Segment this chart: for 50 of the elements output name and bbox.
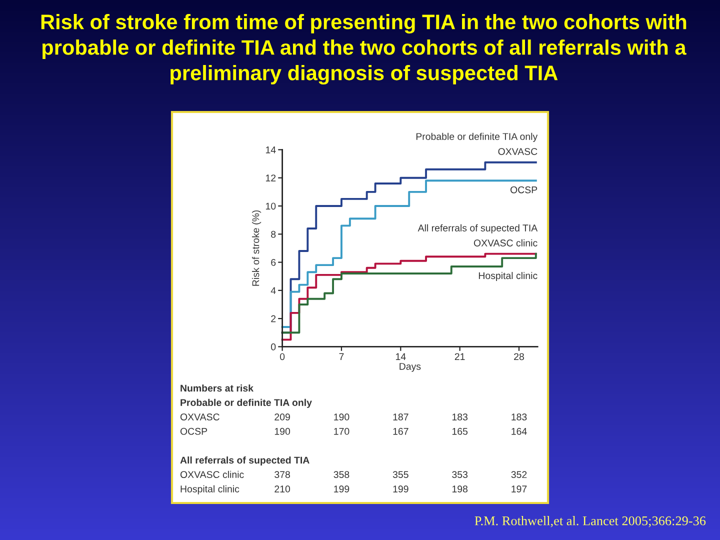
text: 352 <box>511 471 527 478</box>
text: 187 <box>393 414 408 420</box>
y-tick-label: 10 <box>266 202 276 210</box>
annotation: All referrals of supected TIA <box>418 224 538 234</box>
series-label: OXVASC <box>498 148 538 155</box>
y-tick-label: 14 <box>266 146 276 154</box>
text: OCSP <box>180 428 208 435</box>
text: 199 <box>334 486 350 492</box>
text: All referrals of supected TIA <box>180 456 310 466</box>
y-axis-title: Risk of stroke (%) <box>252 210 262 286</box>
y-tick-label: 8 <box>271 230 276 238</box>
y-tick-label: 6 <box>271 259 276 266</box>
text: 190 <box>334 414 350 420</box>
text: 378 <box>274 471 290 478</box>
text: 197 <box>512 486 527 492</box>
y-tick-label: 4 <box>270 287 276 294</box>
text: 183 <box>452 414 468 420</box>
text: Numbers at risk <box>180 384 254 392</box>
y-tick-label: 12 <box>266 174 276 182</box>
text: P.M. Rothwell,et al. Lancet 2005;366:29-36 <box>474 516 706 528</box>
text: 164 <box>512 428 527 435</box>
x-tick-label: 7 <box>339 353 344 360</box>
text: Hospital clinic <box>180 485 240 494</box>
x-tick-label: 0 <box>280 353 285 360</box>
text: 170 <box>334 428 350 435</box>
text: 358 <box>334 471 350 478</box>
text: 165 <box>452 428 468 435</box>
series-label: Hospital clinic <box>478 272 538 282</box>
text: 353 <box>452 471 468 478</box>
text: 183 <box>512 414 527 420</box>
y-tick-label: 2 <box>271 315 276 322</box>
text: 209 <box>274 414 290 420</box>
y-tick-label: 0 <box>271 343 276 350</box>
text: 190 <box>274 428 290 435</box>
text: 210 <box>274 486 290 492</box>
text: Probable or definite TIA only <box>180 398 312 408</box>
x-tick-label: 14 <box>396 353 406 360</box>
text: Probable or definite TIA only <box>416 132 538 142</box>
text: OXVASC clinic <box>180 470 244 478</box>
x-tick-label: 21 <box>454 353 465 360</box>
text: 355 <box>392 471 408 478</box>
text: 198 <box>452 486 468 492</box>
text: OXVASC <box>180 414 220 420</box>
chart-title: Risk of stroke from time of presenting TIA in the two cohorts with probable or definite TIA and the two cohorts of all referrals with a preliminary diagnosis of suspected TIA <box>41 14 686 85</box>
x-axis-title: Days <box>400 363 421 372</box>
text: 167 <box>393 428 408 435</box>
x-tick-label: 28 <box>514 353 524 360</box>
series-label: OCSP <box>510 186 538 194</box>
series-label: OXVASC clinic <box>474 239 538 246</box>
text: 199 <box>393 486 408 492</box>
